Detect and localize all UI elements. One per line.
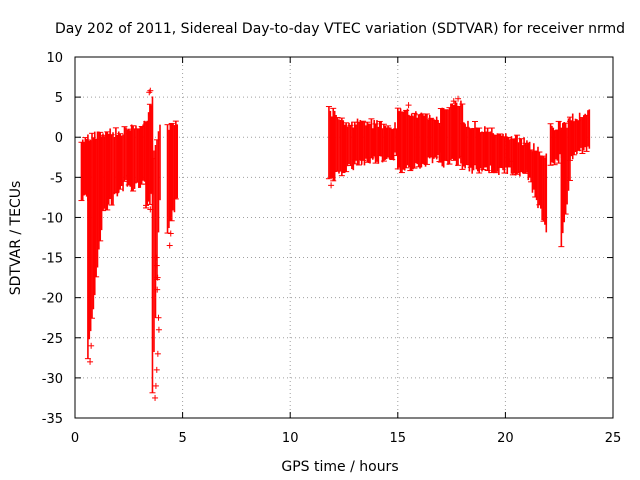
y-tick-label: -20 (42, 292, 63, 307)
data-point (153, 262, 160, 269)
data-point (88, 342, 95, 349)
data-point (450, 98, 457, 105)
x-tick-label: 0 (71, 431, 79, 446)
data-point (155, 326, 162, 333)
data-point (87, 358, 94, 365)
data-point (154, 350, 161, 357)
data-point (154, 286, 161, 293)
plot-frame (74, 56, 614, 419)
chart-title: Day 202 of 2011, Sidereal Day-to-day VTE… (55, 21, 625, 37)
data-point (155, 314, 162, 321)
y-tick-label: -25 (42, 332, 63, 347)
y-tick-label: -5 (50, 171, 63, 186)
x-axis-title: GPS time / hours (281, 459, 398, 475)
y-tick-label: 0 (55, 131, 63, 146)
y-tick-label: 10 (46, 51, 63, 66)
y-tick-label: 5 (55, 91, 63, 106)
x-tick-label: 5 (178, 431, 186, 446)
data-point (153, 254, 160, 261)
data-point (405, 102, 412, 109)
x-tick-label: 25 (605, 431, 622, 446)
data-point (167, 230, 174, 237)
y-tick-label: -30 (42, 372, 63, 387)
data-point (154, 274, 161, 281)
data-point (455, 95, 462, 102)
data-point (143, 202, 150, 209)
data-point (153, 366, 160, 373)
x-tick-label: 10 (282, 431, 299, 446)
data-point (152, 394, 159, 401)
y-tick-label: -10 (42, 211, 63, 226)
data-point (506, 158, 513, 165)
y-tick-label: -35 (42, 412, 63, 427)
y-axis-title: SDTVAR / TECUs (8, 181, 24, 296)
x-tick-label: 20 (497, 431, 514, 446)
data-point (147, 87, 154, 94)
data-point (147, 206, 154, 213)
axes: 0 5 10 15 20 25 -35 -30 -25 -20 -15 -10 -5 0 5 10 (42, 51, 622, 446)
plot-area (78, 87, 591, 401)
data-point (166, 242, 173, 249)
data-point (328, 182, 335, 189)
data-point (152, 382, 159, 389)
x-tick-label: 15 (390, 431, 407, 446)
y-tick-label: -15 (42, 252, 63, 267)
